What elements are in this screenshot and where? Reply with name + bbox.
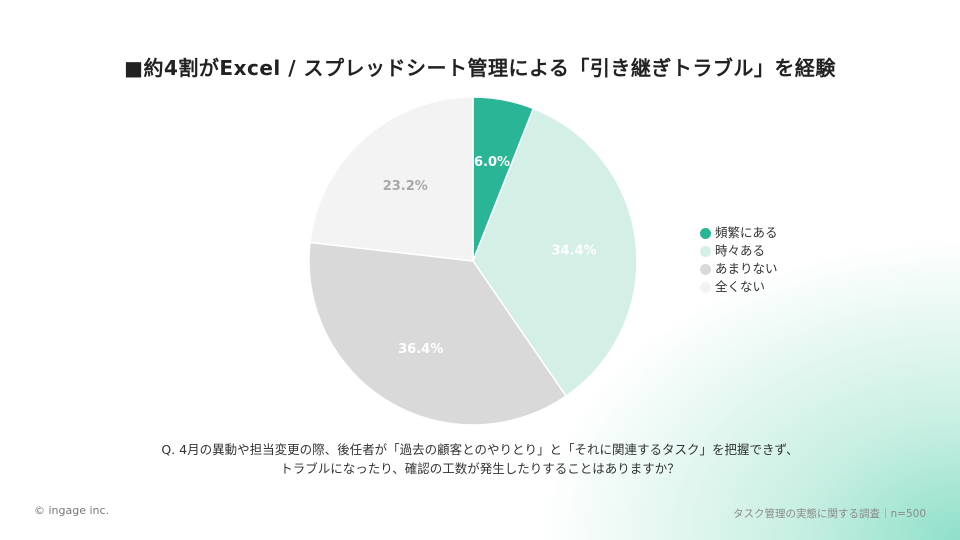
legend-label: 頻繁にある xyxy=(715,225,778,240)
slice-value-label: 23.2% xyxy=(383,179,428,194)
question-line: Q. 4月の異動や担当変更の際、後任者が「過去の顧客とのやりとり」と「それに関連… xyxy=(161,442,799,457)
legend-swatch xyxy=(700,263,711,275)
legend-swatch xyxy=(700,227,711,239)
slice-value-label: 36.4% xyxy=(398,342,443,357)
legend-item-never: 全くない xyxy=(700,278,778,296)
slice-never xyxy=(309,96,474,262)
slice-value-label: 34.4% xyxy=(551,244,596,259)
question-line: トラブルになったり、確認の工数が発生したりすることはありますか？ xyxy=(280,461,680,476)
legend-label: あまりない xyxy=(715,261,778,276)
survey-question: Q. 4月の異動や担当変更の際、後任者が「過去の顧客とのやりとり」と「それに関連… xyxy=(0,440,960,478)
legend-label: 全くない xyxy=(715,279,766,294)
slice-value-label: 6.0% xyxy=(474,155,510,170)
legend-item-rarely: あまりない xyxy=(700,260,778,278)
chart-title: ■約4割がExcel / スプレッドシート管理による「引き継ぎトラブル」を経験 xyxy=(124,56,836,80)
survey-source: タスク管理の実態に関する調査｜n=500 xyxy=(733,508,926,520)
legend-swatch xyxy=(700,281,711,293)
copyright: © ingage inc. xyxy=(34,504,110,517)
slice-sometimes xyxy=(472,107,638,398)
legend-item-sometimes: 時々ある xyxy=(700,242,778,260)
legend-swatch xyxy=(700,245,711,257)
chart-legend: 頻繁にある 時々ある あまりない 全くない xyxy=(700,224,778,296)
legend-label: 時々ある xyxy=(715,243,766,258)
slice-rarely xyxy=(308,241,568,426)
legend-item-frequent: 頻繁にある xyxy=(700,224,778,242)
